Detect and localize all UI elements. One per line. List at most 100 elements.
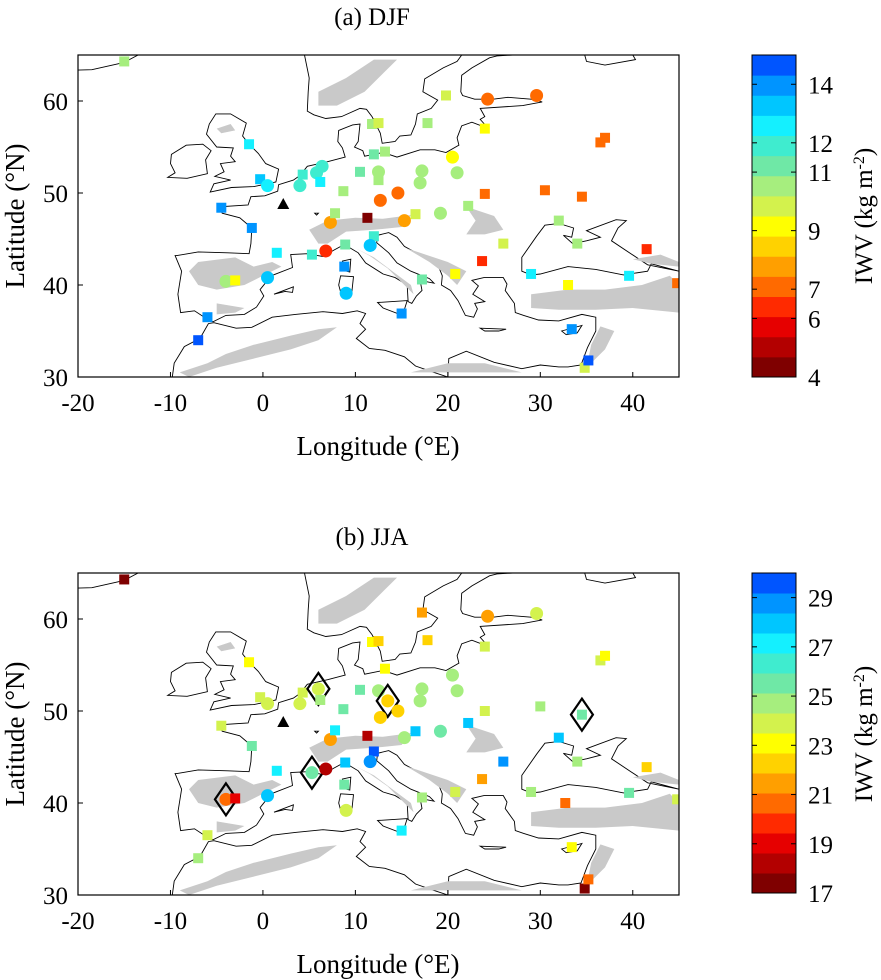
station-marker-circle — [323, 215, 337, 229]
colorbar-segment — [752, 135, 796, 157]
x-tick-label: 0 — [257, 390, 270, 417]
station-marker-square — [576, 709, 587, 720]
station-marker-square — [498, 756, 509, 767]
station-marker-triangle — [277, 198, 290, 210]
station-marker-square — [340, 757, 351, 768]
panel-djf: (a) DJF -20 -10 0 10 20 30 40 30 40 50 60 Longitu… — [0, 4, 878, 461]
station-marker-square — [526, 786, 537, 797]
station-marker-circle — [219, 274, 233, 288]
y-axis-label: Latitude (°N) — [0, 144, 30, 289]
station-marker-square — [255, 692, 266, 703]
station-marker-square — [367, 119, 378, 129]
station-marker-circle — [445, 150, 459, 164]
station-marker-square — [373, 118, 384, 129]
y-axis-ticks: 30 40 50 60 — [43, 607, 83, 910]
colorbar-segment — [752, 673, 796, 694]
station-marker-square — [583, 874, 594, 885]
station-marker-square — [553, 732, 564, 743]
y-tick-label: 40 — [43, 791, 68, 818]
station-marker-square — [463, 200, 474, 211]
station-marker-square — [579, 883, 590, 894]
station-marker-square — [463, 717, 474, 728]
colorbar-segment — [752, 833, 796, 854]
station-marker-square — [271, 247, 282, 258]
station-marker-circle — [391, 704, 405, 718]
colorbar-segment — [752, 853, 796, 874]
station-marker-square — [440, 90, 451, 101]
x-tick-label: -20 — [61, 390, 94, 417]
terrain-area — [216, 642, 236, 652]
station-marker-square — [479, 188, 490, 199]
panel-title: (a) DJF — [334, 4, 410, 31]
station-marker-square — [576, 191, 587, 202]
station-marker-circle — [319, 244, 333, 258]
colorbar-segment — [752, 296, 796, 318]
terrain-area — [189, 257, 282, 290]
station-marker-square — [396, 308, 407, 319]
station-marker-square — [410, 726, 421, 737]
colorbar-tick-label: 4 — [808, 365, 821, 392]
station-marker-square — [246, 222, 257, 233]
station-marker-square — [479, 123, 490, 134]
colorbar-tick-label: 23 — [808, 733, 833, 760]
station-marker-circle — [319, 762, 333, 776]
colorbar-tick-label: 14 — [808, 72, 834, 99]
station-marker-square — [373, 636, 384, 647]
station-marker-circle — [372, 165, 385, 179]
y-tick-label: 40 — [43, 273, 68, 300]
coastline — [304, 55, 463, 144]
terrain-area — [632, 254, 679, 267]
terrain-area — [586, 326, 615, 368]
station-marker-square — [560, 798, 571, 808]
x-axis-label: Longitude (°E) — [296, 949, 459, 979]
station-marker-square — [479, 641, 490, 652]
colorbar-segment — [752, 813, 796, 834]
station-marker-square — [600, 650, 611, 661]
station-marker-square — [672, 794, 679, 805]
y-tick-label: 30 — [43, 365, 68, 392]
station-marker-square — [338, 186, 349, 197]
station-marker-square — [526, 268, 537, 279]
station-marker-square — [498, 238, 509, 249]
station-marker-square — [339, 261, 350, 272]
colorbar-segment — [752, 693, 796, 714]
station-marker-circle — [373, 710, 387, 724]
colorbar-segment — [752, 155, 796, 177]
y-axis-label: Latitude (°N) — [0, 662, 30, 807]
station-marker-square — [330, 725, 341, 736]
coastline — [478, 845, 507, 850]
station-marker-circle — [450, 684, 464, 698]
terrain-shading — [179, 59, 679, 377]
colorbar-segment — [752, 236, 796, 257]
station-marker-square — [119, 56, 130, 67]
terrain-area — [179, 845, 337, 895]
coastline — [304, 573, 463, 662]
map-area — [77, 54, 680, 378]
station-marker-square — [340, 239, 351, 250]
x-tick-label: -10 — [154, 390, 187, 417]
colorbar-segment — [752, 115, 796, 136]
y-axis-ticks: 30 40 50 60 — [43, 89, 83, 392]
station-marker-circle — [339, 286, 353, 300]
x-tick-label: 10 — [343, 908, 368, 935]
coastline — [166, 143, 212, 179]
colorbar-segment — [752, 55, 796, 76]
coastline — [273, 804, 294, 813]
station-marker-square — [572, 756, 583, 767]
terrain-area — [586, 844, 615, 886]
station-marker-square — [572, 238, 583, 249]
colorbar-tick-label: 7 — [808, 277, 821, 304]
colorbar-segment — [752, 633, 796, 654]
station-marker-square — [230, 793, 241, 804]
terrain-area — [392, 761, 467, 803]
station-marker-square — [362, 730, 373, 741]
station-marker-square — [244, 657, 255, 668]
station-marker-square — [306, 249, 317, 260]
station-marker-circle — [530, 88, 544, 102]
colorbar-segment — [752, 753, 796, 774]
colorbar-label: IWV (kg m-2) — [851, 666, 879, 802]
station-marker-square — [368, 231, 379, 242]
colorbar-segment — [752, 75, 796, 96]
panel-title: (b) JJA — [336, 524, 409, 551]
colorbar: 17 19 21 23 25 27 29 — [751, 572, 833, 908]
